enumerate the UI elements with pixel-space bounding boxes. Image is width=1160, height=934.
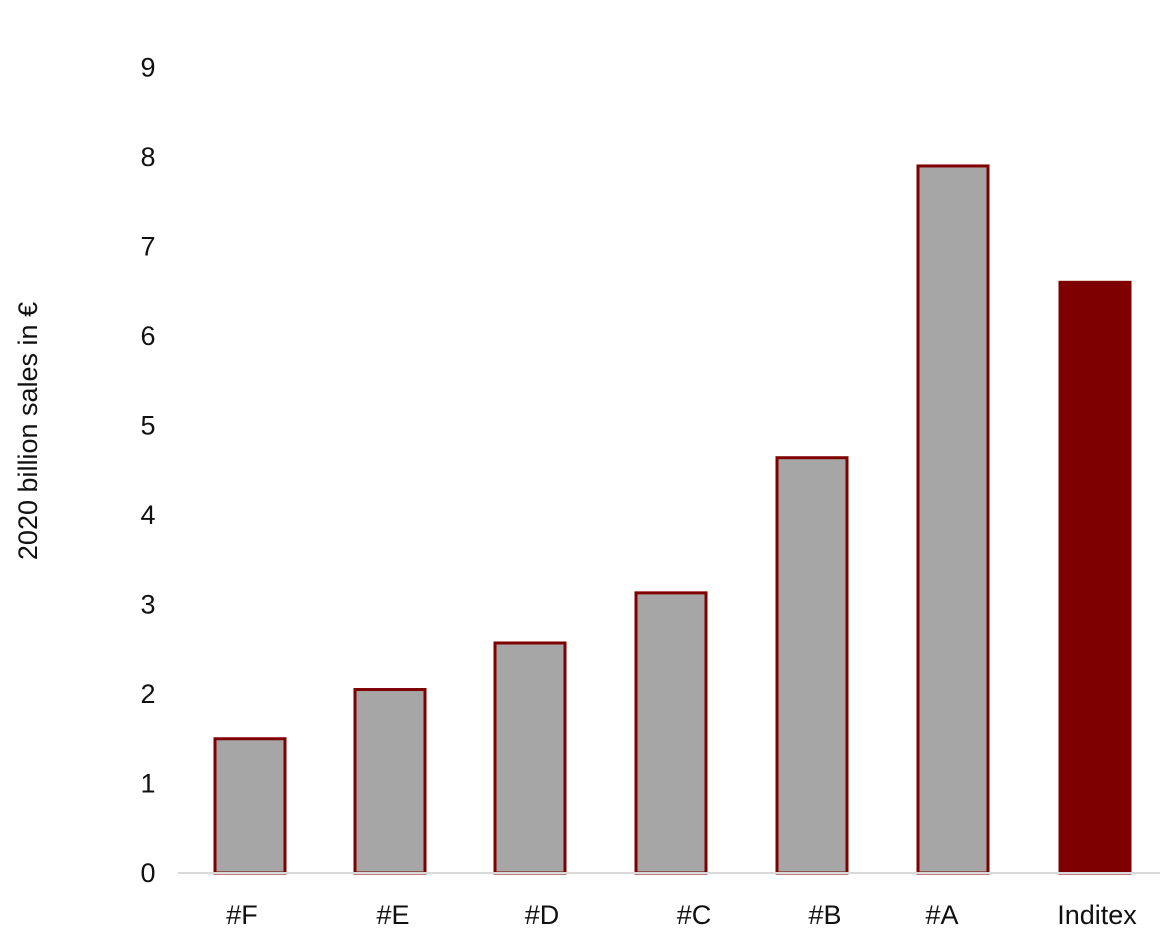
y-tick-label: 9 (140, 53, 155, 83)
bar-e (353, 688, 427, 875)
x-tick-label: #E (376, 900, 409, 930)
bar-d (493, 641, 567, 875)
y-tick-label: 0 (140, 858, 155, 888)
x-tick-label: Inditex (1057, 900, 1137, 930)
y-axis-ticks: 0 1 2 3 4 5 6 7 8 9 (140, 53, 155, 889)
y-tick-label: 1 (140, 769, 155, 799)
bar-c (634, 591, 708, 875)
y-axis-title: 2020 billion sales in € (13, 302, 43, 560)
bars (213, 164, 1132, 875)
x-axis-ticks: #F #E #D #C #B #A Inditex (226, 900, 1137, 930)
y-tick-label: 5 (140, 411, 155, 441)
x-tick-label: #A (925, 900, 958, 930)
y-tick-label: 8 (140, 142, 155, 172)
bar-inditex (1058, 280, 1132, 875)
y-tick-label: 3 (140, 590, 155, 620)
y-tick-label: 2 (140, 679, 155, 709)
x-tick-label: #B (808, 900, 841, 930)
bar-f (213, 737, 287, 875)
bar-b (775, 456, 849, 875)
x-tick-label: #F (226, 900, 258, 930)
bar-a (916, 164, 990, 875)
y-tick-label: 7 (140, 232, 155, 262)
x-tick-label: #D (525, 900, 560, 930)
y-tick-label: 4 (140, 500, 155, 530)
y-tick-label: 6 (140, 321, 155, 351)
x-tick-label: #C (677, 900, 712, 930)
